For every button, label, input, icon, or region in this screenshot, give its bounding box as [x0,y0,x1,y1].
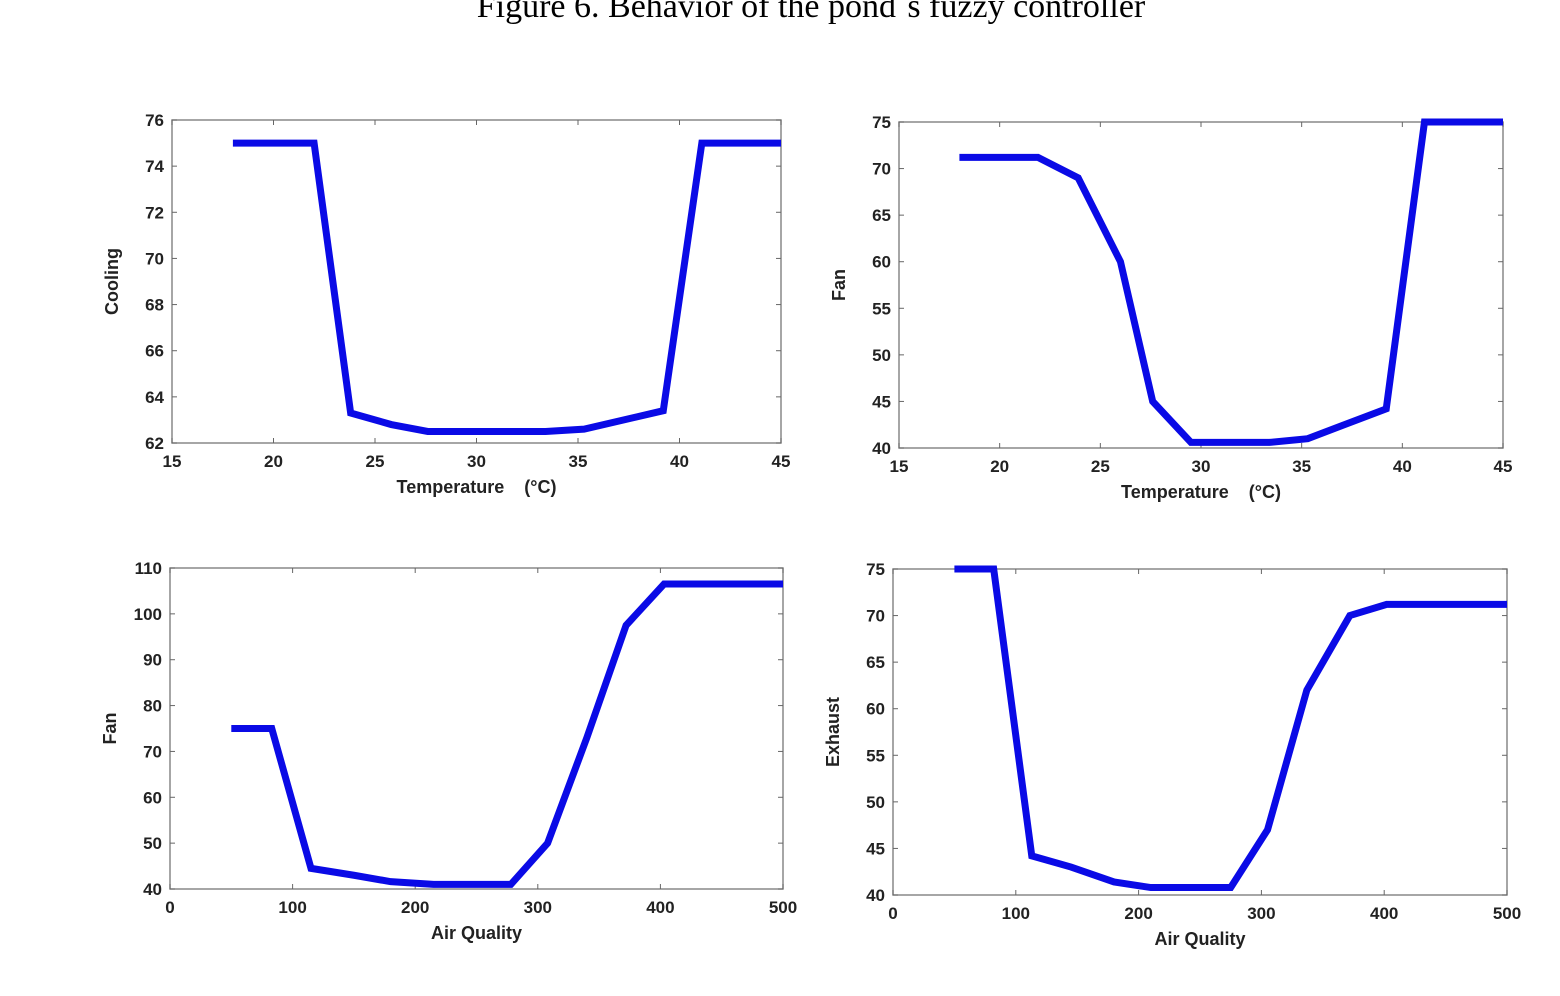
series-line [232,139,781,435]
y-tick-label: 74 [145,157,164,176]
x-tick-label: 400 [1370,904,1398,923]
x-axis-label: Air Quality [431,923,522,943]
chart-1: 15 20 25 30 35 40 45 62 64 66 68 70 72 74 76 Temperatur… [102,111,790,497]
x-tick-label: 100 [278,898,306,917]
x-tick-label: 25 [1091,457,1110,476]
y-tick-label: 55 [872,299,891,318]
y-axis-label: Cooling [102,248,122,315]
figure-title: Figure 6. Behavior of the pond´s fuzzy c… [476,0,1146,25]
y-tick-label: 50 [866,793,885,812]
x-tick-label: 0 [888,904,897,923]
y-tick-label: 72 [145,203,164,222]
plot-frame [171,119,782,444]
y-tick-label: 40 [866,886,885,905]
y-tick-label: 90 [143,651,162,670]
y-tick-label: 70 [143,742,162,761]
y-tick-label: 68 [145,296,164,315]
y-tick-label: 65 [866,653,885,672]
y-tick-label: 55 [866,746,885,765]
y-axis-label: Exhaust [823,697,843,767]
x-tick-label: 35 [569,452,588,471]
y-tick-label: 45 [866,839,885,858]
x-tick-label: 25 [366,452,385,471]
y-tick-label: 70 [866,607,885,626]
x-tick-label: 300 [524,898,552,917]
x-tick-label: 500 [769,898,797,917]
y-tick-label: 70 [872,160,891,179]
x-tick-label: 40 [670,452,689,471]
y-tick-label: 40 [872,439,891,458]
x-tick-label: 15 [890,457,909,476]
plot-frame [892,568,1508,896]
y-tick-label: 70 [145,249,164,268]
y-tick-label: 45 [872,392,891,411]
x-tick-label: 300 [1247,904,1275,923]
x-tick-label: 30 [1192,457,1211,476]
x-tick-label: 40 [1393,457,1412,476]
x-tick-label: 30 [467,452,486,471]
y-tick-label: 110 [135,559,162,578]
series-line [954,565,1507,892]
y-axis-label: Fan [100,712,120,744]
y-tick-label: 80 [143,697,162,716]
y-tick-label: 40 [143,880,162,899]
y-tick-label: 75 [866,560,885,579]
x-tick-label: 20 [990,457,1009,476]
x-tick-label: 100 [1002,904,1030,923]
x-tick-label: 200 [401,898,429,917]
x-tick-label: 35 [1292,457,1311,476]
x-axis-label: Temperature (°C) [1121,482,1281,502]
x-tick-label: 45 [772,452,791,471]
chart-2: 15 20 25 30 35 40 45 40 45 50 55 60 65 70 75 Temperatur… [829,113,1512,502]
x-tick-label: 200 [1124,904,1152,923]
x-tick-label: 0 [165,898,174,917]
y-tick-label: 60 [872,253,891,272]
series-line [231,580,783,888]
x-axis-label: Air Quality [1154,929,1245,949]
x-axis-label: Temperature (°C) [397,477,557,497]
x-tick-label: 15 [163,452,182,471]
y-tick-label: 64 [145,388,164,407]
y-tick-label: 60 [143,788,162,807]
y-tick-label: 66 [145,342,164,361]
plot-frame [898,121,1504,449]
x-tick-label: 500 [1493,904,1521,923]
y-tick-label: 65 [872,206,891,225]
y-tick-label: 50 [143,834,162,853]
y-tick-label: 76 [145,111,164,130]
chart-4: 0 100 200 300 400 500 40 45 50 55 60 65 70 75 Air Qual… [823,560,1521,949]
y-tick-label: 60 [866,700,885,719]
y-tick-label: 100 [134,605,162,624]
series-line [959,118,1503,446]
plot-frame [169,567,784,890]
x-tick-label: 45 [1494,457,1513,476]
y-tick-label: 62 [145,434,164,453]
y-tick-label: 50 [872,346,891,365]
x-tick-label: 400 [646,898,674,917]
y-axis-label: Fan [829,269,849,301]
x-tick-label: 20 [264,452,283,471]
y-tick-label: 75 [872,113,891,132]
chart-3: 0 100 200 300 400 500 40 50 60 70 80 90 100 110 Air Qu… [100,559,797,943]
